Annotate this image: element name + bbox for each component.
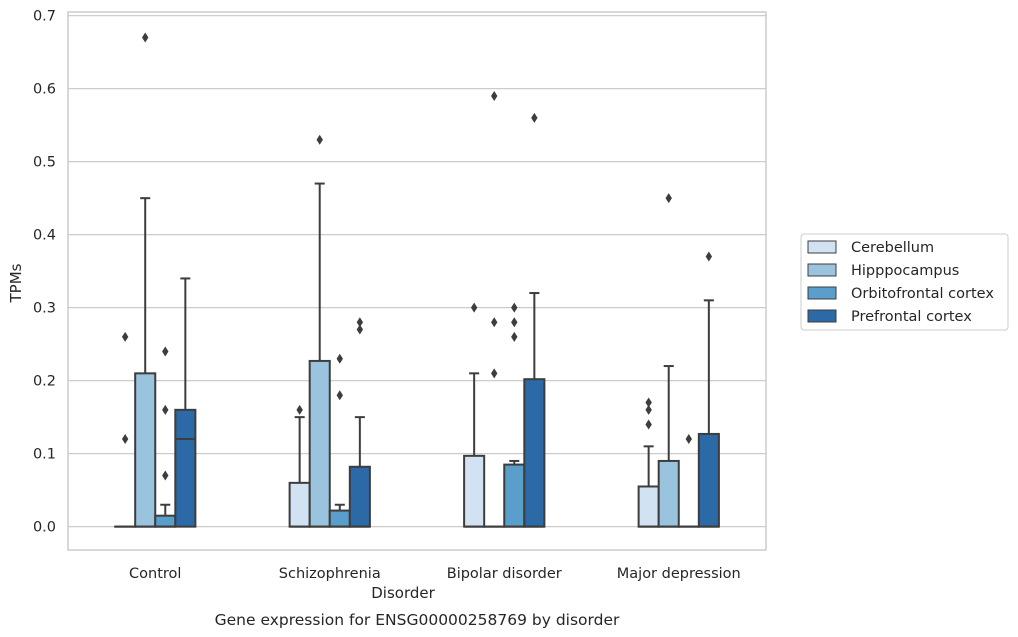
box-1-3 xyxy=(348,317,371,528)
legend-label: Hipppocampus xyxy=(851,263,959,279)
outlier-point xyxy=(121,434,129,445)
gridlines xyxy=(68,15,766,528)
box-2-3 xyxy=(523,112,546,528)
y-tick-label: 0.6 xyxy=(33,82,56,98)
box-body xyxy=(328,509,351,528)
outlier-point xyxy=(491,317,498,328)
legend-label: Prefrontal cortex xyxy=(851,309,972,325)
chart-caption: Gene expression for ENSG00000258769 by d… xyxy=(215,611,620,629)
outlier-point xyxy=(162,404,169,415)
outlier-point xyxy=(645,404,652,415)
box-0-1 xyxy=(134,32,157,528)
box-2-0 xyxy=(463,302,486,528)
outlier-point xyxy=(162,346,169,357)
box-body xyxy=(523,378,546,528)
y-tick-label: 0.0 xyxy=(33,520,56,536)
outlier-point xyxy=(645,397,652,408)
x-tick-label: Major depression xyxy=(617,566,741,582)
y-tick-label: 0.5 xyxy=(33,155,56,171)
outlier-point xyxy=(296,404,303,415)
box-1-2 xyxy=(328,353,351,528)
legend-label: Cerebellum xyxy=(851,240,934,256)
legend-swatch xyxy=(807,240,837,254)
box-body xyxy=(657,459,680,528)
box-0-0 xyxy=(114,331,137,528)
plot-frame xyxy=(67,11,767,551)
box-1-1 xyxy=(308,134,331,528)
y-tick-label: 0.3 xyxy=(33,301,56,317)
outlier-point xyxy=(121,331,129,342)
y-tick-label: 0.4 xyxy=(33,228,56,244)
box-body xyxy=(637,485,660,528)
outlier-point xyxy=(356,317,364,328)
y-axis-ticks: 0.0 0.1 0.2 0.3 0.4 0.5 0.6 0.7 xyxy=(33,9,56,536)
legend-label: Orbitofrontal cortex xyxy=(851,286,994,302)
outlier-point xyxy=(685,434,692,445)
box-body xyxy=(134,372,157,528)
legend-swatch xyxy=(807,286,837,300)
y-tick-label: 0.2 xyxy=(33,374,56,390)
x-tick-label: Schizophrenia xyxy=(279,566,381,582)
box-3-0 xyxy=(637,397,660,528)
box-body xyxy=(463,454,486,528)
outlier-point xyxy=(511,331,518,342)
x-tick-label: Control xyxy=(129,566,181,582)
outlier-point xyxy=(142,32,149,43)
outlier-point xyxy=(645,419,652,430)
legend-swatch xyxy=(807,309,837,323)
box-1-0 xyxy=(288,404,311,528)
legend: Cerebellum Hipppocampus Orbitofrontal cort… xyxy=(800,233,1009,331)
box-3-2 xyxy=(677,434,700,528)
box-2-1 xyxy=(483,90,506,528)
legend-frame xyxy=(800,233,1009,331)
box-body xyxy=(348,465,371,528)
y-tick-label: 0.1 xyxy=(33,447,56,463)
outlier-point xyxy=(336,353,343,364)
box-body xyxy=(288,481,311,528)
box-3-1 xyxy=(657,193,680,528)
x-tick-label: Bipolar disorder xyxy=(447,566,562,582)
outlier-point xyxy=(336,390,343,401)
x-axis-title: Disorder xyxy=(371,584,435,602)
outlier-point xyxy=(356,324,364,335)
outlier-point xyxy=(316,134,323,145)
outlier-point xyxy=(511,302,518,313)
box-body xyxy=(697,432,720,528)
box-body xyxy=(154,514,177,528)
outlier-point xyxy=(491,368,498,379)
y-tick-label: 0.7 xyxy=(33,9,56,25)
outlier-point xyxy=(511,317,518,328)
y-axis-title: TPMs xyxy=(7,263,25,303)
box-3-3 xyxy=(697,251,720,528)
legend-swatch xyxy=(807,263,837,277)
box-0-2 xyxy=(154,346,177,528)
outlier-point xyxy=(470,302,478,313)
box-body xyxy=(503,463,526,528)
box-0-3 xyxy=(174,277,197,528)
outlier-point xyxy=(491,90,498,101)
outlier-point xyxy=(162,470,169,481)
outlier-point xyxy=(665,193,672,204)
outlier-point xyxy=(531,112,538,123)
box-body xyxy=(308,359,331,528)
box-2-2 xyxy=(503,302,526,528)
outlier-point xyxy=(705,251,713,262)
box-groups xyxy=(114,32,720,528)
x-axis-ticks: Control Schizophrenia Bipolar disorder Majo… xyxy=(129,566,741,582)
box-body xyxy=(174,408,197,528)
